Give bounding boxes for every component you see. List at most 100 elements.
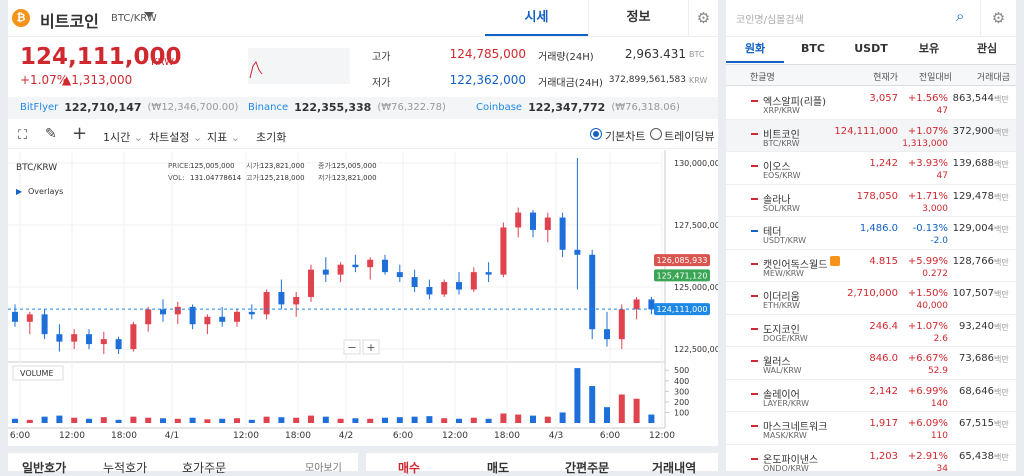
- info-value: 125,005,000: [190, 162, 235, 170]
- stat-unit: KRW: [689, 76, 708, 85]
- search-input[interactable]: 코인명/심볼검색: [736, 15, 804, 26]
- zoom-button[interactable]: [343, 339, 361, 355]
- volume-bar: [574, 368, 581, 423]
- main-panel: [8, 0, 718, 446]
- candle-body: [308, 269, 314, 297]
- volume-bar: [130, 416, 137, 423]
- order-tab[interactable]: 누적호가: [103, 461, 148, 475]
- y-tick-label: 122,500,000: [674, 345, 718, 354]
- market-tab[interactable]: USDT: [854, 42, 888, 55]
- settings-icon[interactable]: ⚙: [688, 0, 718, 36]
- market-tab[interactable]: BTC: [801, 42, 825, 55]
- market-row[interactable]: [726, 380, 1016, 412]
- mini-chart: [248, 48, 350, 84]
- exchange-price: 122,710,147: [64, 101, 142, 114]
- interval-select[interactable]: 1시간 ⌄: [103, 129, 143, 145]
- tab-active[interactable]: 시세: [485, 0, 588, 36]
- exchange-diff: (₩76,318.06): [611, 102, 680, 113]
- coin-name: 테더: [763, 227, 782, 238]
- y-tick-label: 127,500,000: [674, 221, 718, 230]
- search-icon[interactable]: ⌕: [956, 7, 965, 25]
- crosshair-icon[interactable]: +: [72, 123, 88, 144]
- reset-button[interactable]: 초기화: [256, 131, 287, 144]
- market-row[interactable]: [726, 315, 1016, 347]
- divider: [8, 36, 718, 37]
- trade-tab[interactable]: 간편주문: [565, 461, 610, 475]
- change-indicator: [751, 295, 758, 297]
- market-row[interactable]: [726, 412, 1016, 445]
- coin-pair: WAL/KRW: [763, 366, 802, 375]
- candle-body: [56, 334, 63, 342]
- draw-icon[interactable]: ✎: [45, 126, 57, 142]
- market-row[interactable]: [726, 152, 1016, 185]
- volume-bar: [308, 415, 314, 423]
- x-tick-label: 4/1: [165, 431, 179, 441]
- coin-price: 1,917: [869, 418, 898, 429]
- fullscreen-icon[interactable]: ⛶: [18, 128, 28, 143]
- market-row[interactable]: [726, 119, 1016, 152]
- market-row[interactable]: [726, 282, 1016, 315]
- volume-bar: [589, 386, 596, 423]
- exchange-price: 122,355,338: [294, 101, 372, 114]
- radio-checked[interactable]: [590, 128, 602, 140]
- trade-tab[interactable]: 매수: [398, 461, 421, 475]
- dropdown-caret[interactable]: [144, 12, 154, 18]
- coin-name: 마스크네트워크: [763, 422, 828, 433]
- trade-tab[interactable]: 매도: [487, 461, 510, 475]
- candle-body: [160, 309, 166, 315]
- current-price: 124,111,000: [20, 44, 182, 70]
- settings-select[interactable]: 차트설정 ⌄: [149, 129, 202, 145]
- zoom-button[interactable]: [362, 339, 380, 355]
- info-value: 123,821,000: [332, 174, 377, 182]
- radio[interactable]: [650, 128, 662, 140]
- column-label[interactable]: 거래대금: [976, 73, 1010, 83]
- info-label: PRICE:: [168, 162, 191, 170]
- volume-unit: 백만: [994, 257, 1009, 267]
- volume-bar: [189, 417, 196, 423]
- order-tab[interactable]: 일반호가: [22, 461, 67, 475]
- coin-price: 246.4: [869, 320, 898, 332]
- volume-bar: [470, 417, 477, 423]
- candle-body: [248, 311, 255, 315]
- coin-name: 도지코인: [763, 324, 800, 336]
- trade-tab[interactable]: 거래내역: [652, 461, 697, 475]
- change-rate: +1.07%: [907, 320, 948, 332]
- market-tab[interactable]: 관심: [976, 42, 998, 55]
- candle-body: [352, 264, 359, 268]
- change-rate: +1.71%: [907, 190, 948, 202]
- market-tab-active[interactable]: 원화: [726, 37, 784, 63]
- change-diff: 47: [936, 171, 948, 181]
- market-row[interactable]: [726, 217, 1016, 250]
- tab[interactable]: 정보: [588, 0, 688, 36]
- coin-pair: SOL/KRW: [763, 203, 800, 213]
- volume-bar: [456, 418, 462, 423]
- y-tick-label: 130,000,000: [674, 159, 718, 168]
- order-tab[interactable]: 호가주문: [182, 461, 227, 475]
- change-diff: 40,000: [916, 301, 949, 311]
- market-row[interactable]: [726, 250, 1016, 282]
- x-tick-label: 4/3: [549, 431, 563, 441]
- column-label[interactable]: 현재가: [873, 73, 898, 83]
- settings-icon[interactable]: ⚙: [980, 0, 1016, 36]
- coin-price: 2,710,000: [847, 288, 898, 299]
- info-label: 시가:: [246, 161, 261, 170]
- order-tab[interactable]: 모아보기: [305, 463, 342, 474]
- trade-volume: 129,004: [952, 223, 994, 234]
- volume-bar: [41, 416, 48, 423]
- change-indicator: [751, 165, 758, 167]
- market-row[interactable]: [726, 185, 1016, 217]
- column-label[interactable]: 전일대비: [918, 73, 952, 83]
- tab-label: 시세: [524, 10, 549, 25]
- stat-label: 저가: [372, 78, 391, 89]
- change-rate: +5.99%: [907, 255, 948, 267]
- x-tick-label: 18:00: [285, 431, 311, 441]
- market-tab[interactable]: 보유: [918, 42, 940, 55]
- price-marker: [654, 269, 710, 282]
- indicator-select[interactable]: 지표 ⌄: [207, 129, 240, 145]
- market-row[interactable]: [726, 347, 1016, 380]
- volume-bar: [219, 418, 226, 423]
- column-label[interactable]: 한글명: [750, 73, 775, 83]
- change-indicator: [751, 197, 758, 200]
- market-row[interactable]: [726, 87, 1016, 120]
